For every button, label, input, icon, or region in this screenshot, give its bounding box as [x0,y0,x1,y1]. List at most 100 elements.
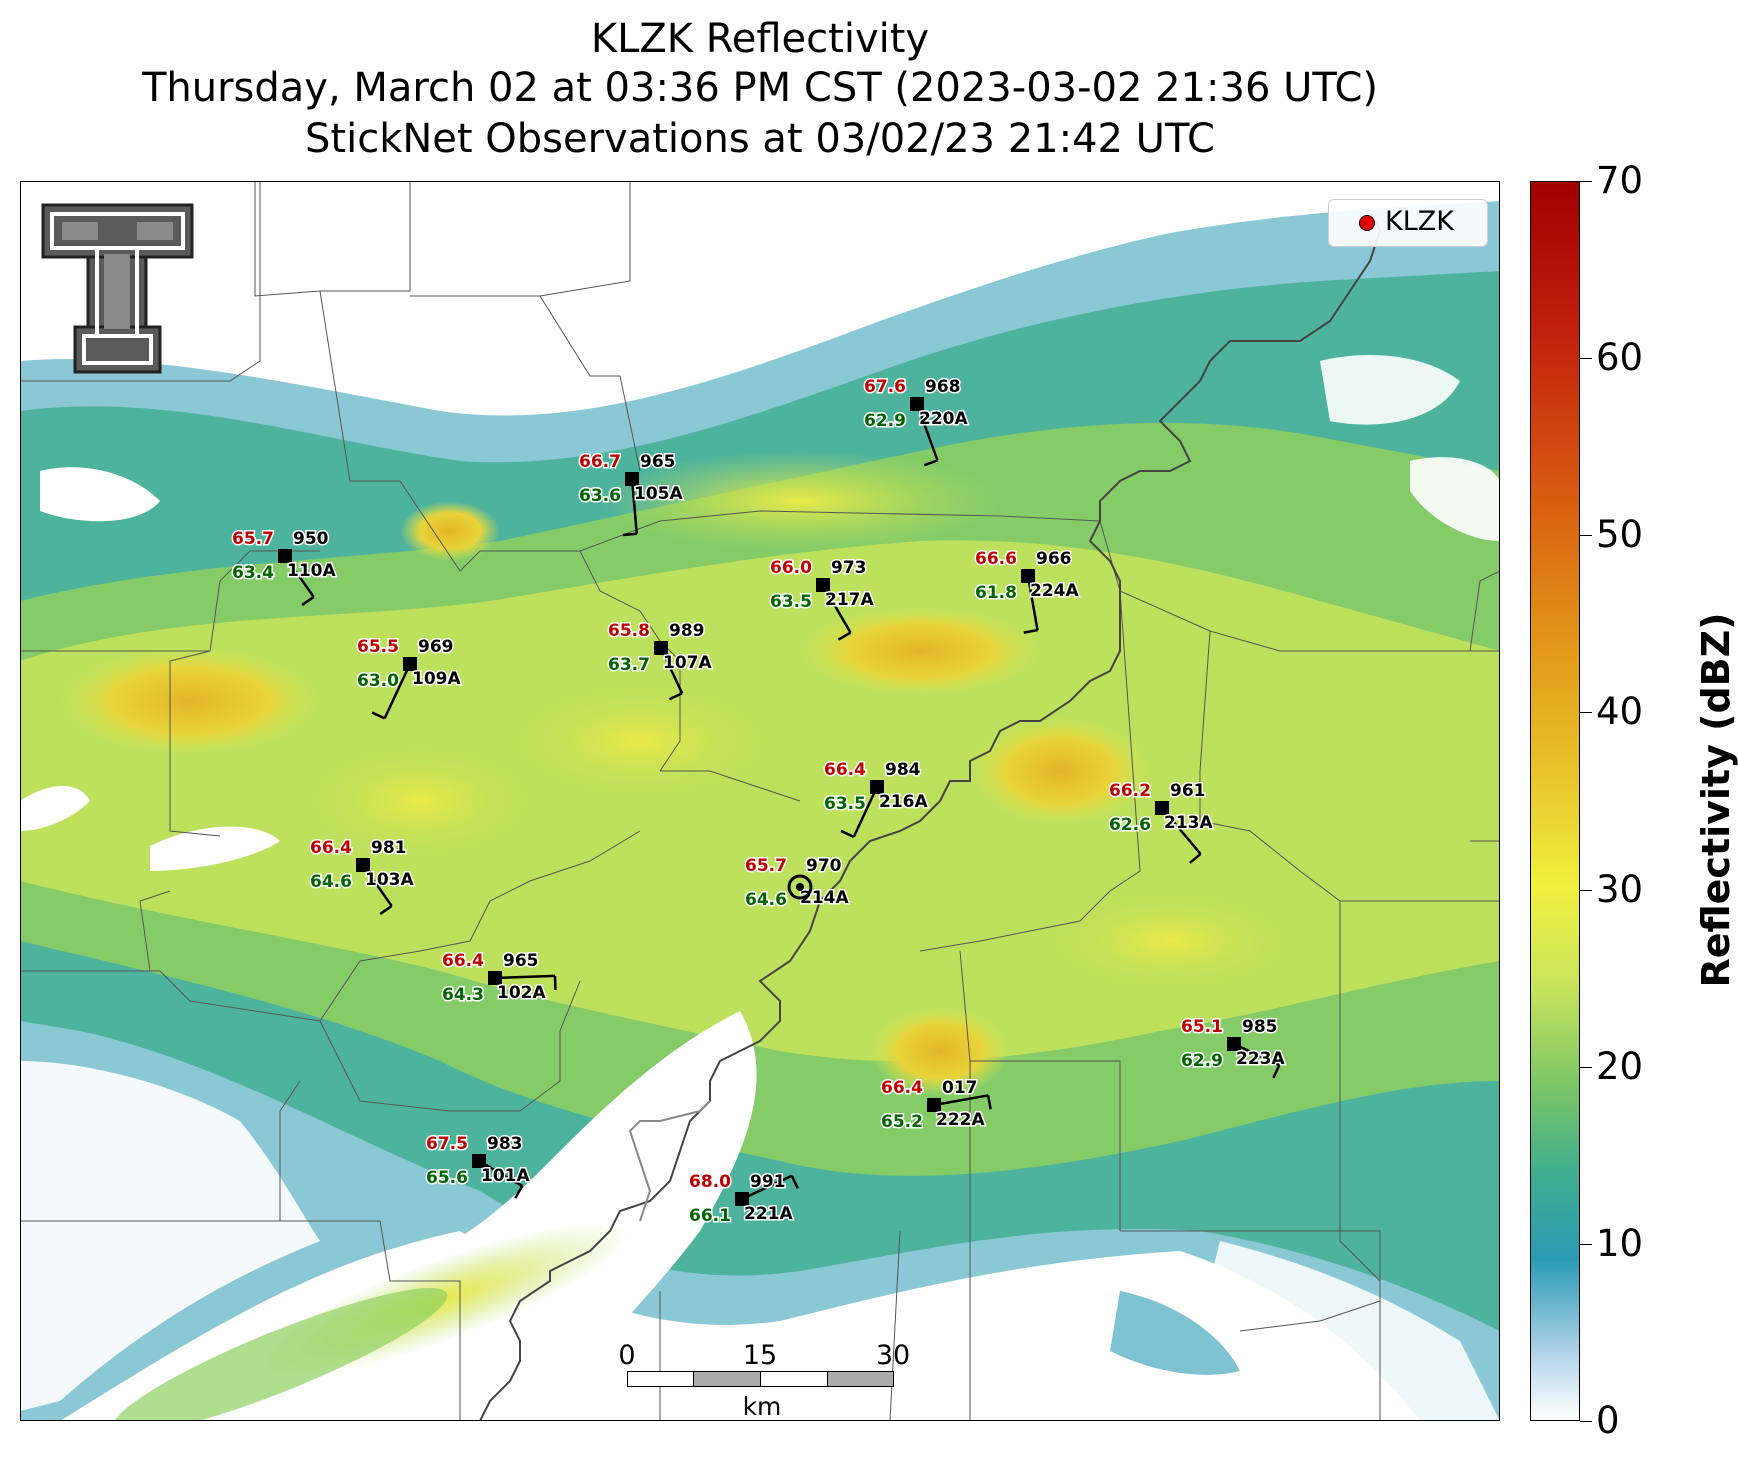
colorbar-tick-label: 40 [1596,690,1644,734]
station-plot-213A [1155,801,1202,864]
station-plot-103A [356,858,393,916]
station-plot-224A [1021,569,1039,634]
station-temperature: 66.4 [881,1078,923,1098]
station-id: 109A [412,669,461,689]
wind-barb-flag [1272,1064,1281,1079]
station-pressure: 989 [669,621,705,641]
klzk-marker-icon [1359,215,1375,231]
station-marker [927,1098,941,1112]
colorbar [1530,181,1580,1421]
station-pressure: 969 [418,637,454,657]
station-dewpoint: 62.9 [864,411,906,431]
station-plot-223A [1227,1037,1281,1079]
station-marker [356,858,370,872]
station-plot-216A [840,780,884,838]
station-id: 110A [287,561,336,581]
station-dewpoint: 64.6 [310,872,352,892]
station-dewpoint: 65.6 [426,1168,468,1188]
wind-barb-shaft [1233,1042,1280,1067]
colorbar-tick-label: 20 [1596,1044,1644,1088]
station-dewpoint: 66.1 [689,1206,731,1226]
colorbar-tick [1580,358,1592,360]
station-pressure: 965 [503,951,539,971]
county-road [628,1100,711,1222]
station-marker [1155,801,1169,815]
station-dewpoint: 61.8 [975,583,1017,603]
station-pressure: 970 [806,856,842,876]
station-temperature: 65.5 [357,637,399,657]
radar-map [20,181,1500,1421]
station-pressure: 985 [1242,1017,1278,1037]
radar-site-marker [787,874,813,900]
title-line-2: Thursday, March 02 at 03:36 PM CST (2023… [141,65,1379,111]
wind-barb-shaft [852,786,879,838]
colorbar-tick-label: 50 [1596,513,1644,557]
station-dewpoint: 65.2 [881,1112,923,1132]
station-pressure: 965 [640,452,676,472]
station-dewpoint: 64.3 [442,985,484,1005]
station-pressure: 017 [942,1078,978,1098]
wind-barb-flag [1023,628,1038,634]
scale-tick-15: 15 [742,1340,778,1371]
colorbar-tick [1580,1421,1592,1422]
station-plot-107A [654,641,684,701]
station-temperature: 67.5 [426,1134,468,1154]
station-temperature: 66.2 [1109,781,1151,801]
map-legend: KLZK [1328,199,1488,247]
station-marker [488,971,502,985]
station-marker [654,641,668,655]
wind-barb-shaft [821,584,852,634]
station-dewpoint: 63.6 [579,486,621,506]
station-plot-221A [735,1174,799,1206]
wind-barb-flag [668,692,683,701]
station-pressure: 983 [487,1134,523,1154]
wind-barb-flag [986,1095,992,1110]
colorbar-tick [1580,1243,1592,1245]
station-id: 107A [663,653,712,673]
station-temperature: 66.0 [770,558,812,578]
station-dewpoint: 63.5 [824,794,866,814]
station-id: 214A [800,888,849,908]
station-id: 213A [1164,813,1213,833]
station-temperature: 66.4 [824,760,866,780]
wind-barb-flag [790,1175,799,1189]
scale-bar: 0 15 30 km [618,1340,910,1421]
scale-segment [760,1371,828,1387]
station-dewpoint: 62.6 [1109,815,1151,835]
station-temperature: 66.4 [442,951,484,971]
wind-barb-flag [371,711,386,720]
station-id: 217A [825,590,874,610]
scale-segment [693,1371,761,1387]
wind-barb-flag [1189,853,1202,864]
station-temperature: 66.7 [579,452,621,472]
station-pressure: 950 [293,529,329,549]
station-id: 221A [744,1204,793,1224]
state-boundary [479,210,1382,1421]
wind-barb-shaft [915,403,939,461]
station-pressure: 981 [371,838,407,858]
station-temperature: 65.1 [1181,1017,1223,1037]
station-pressure: 966 [1036,549,1072,569]
colorbar-tick [1580,1066,1592,1068]
stations-layer: 67.6 968 62.9 220A 66.7 965 63.6 105A 65.7 950 63.… [231,376,1287,1228]
colorbar-tick-label: 70 [1596,159,1644,202]
wind-barb-flag [837,631,852,641]
station-temperature: 68.0 [689,1172,731,1192]
station-plot-110A [278,549,315,607]
reflectivity-echo [20,181,1500,1421]
wind-barb-shaft [933,1094,989,1107]
wind-barb-flag [514,1185,524,1199]
station-dewpoint: 63.0 [357,671,399,691]
scale-tick-0: 0 [618,1340,636,1371]
colorbar-tick-label: 60 [1596,336,1644,380]
station-marker [870,780,884,794]
wind-barb-flag [622,532,637,537]
wind-barb-shaft [1161,807,1202,855]
station-dewpoint: 63.5 [770,592,812,612]
wind-barb-shaft [659,647,684,694]
wind-barb-flag [379,904,393,916]
scale-unit: km [742,1392,782,1421]
station-marker [403,657,417,671]
scale-tick-30: 30 [875,1340,911,1371]
station-plot-105A [622,472,639,537]
